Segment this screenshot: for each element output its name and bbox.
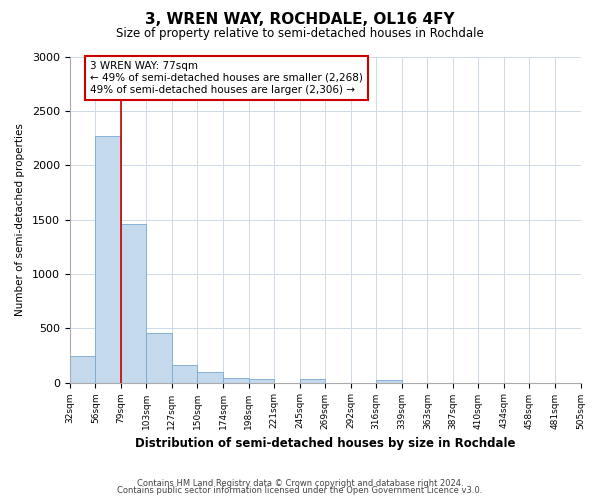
Bar [172,365,197,382]
Bar [248,379,274,382]
Text: Contains HM Land Registry data © Crown copyright and database right 2024.: Contains HM Land Registry data © Crown c… [137,478,463,488]
X-axis label: Distribution of semi-detached houses by size in Rochdale: Distribution of semi-detached houses by … [135,437,515,450]
Bar [223,378,248,382]
Bar [376,380,402,382]
Bar [299,380,325,382]
Text: Size of property relative to semi-detached houses in Rochdale: Size of property relative to semi-detach… [116,28,484,40]
Bar [70,356,95,382]
Text: 3 WREN WAY: 77sqm
← 49% of semi-detached houses are smaller (2,268)
49% of semi-: 3 WREN WAY: 77sqm ← 49% of semi-detached… [90,62,363,94]
Bar [146,333,172,382]
Bar [121,224,146,382]
Bar [95,136,121,382]
Text: 3, WREN WAY, ROCHDALE, OL16 4FY: 3, WREN WAY, ROCHDALE, OL16 4FY [145,12,455,28]
Bar [197,372,223,382]
Y-axis label: Number of semi-detached properties: Number of semi-detached properties [15,123,25,316]
Text: Contains public sector information licensed under the Open Government Licence v3: Contains public sector information licen… [118,486,482,495]
